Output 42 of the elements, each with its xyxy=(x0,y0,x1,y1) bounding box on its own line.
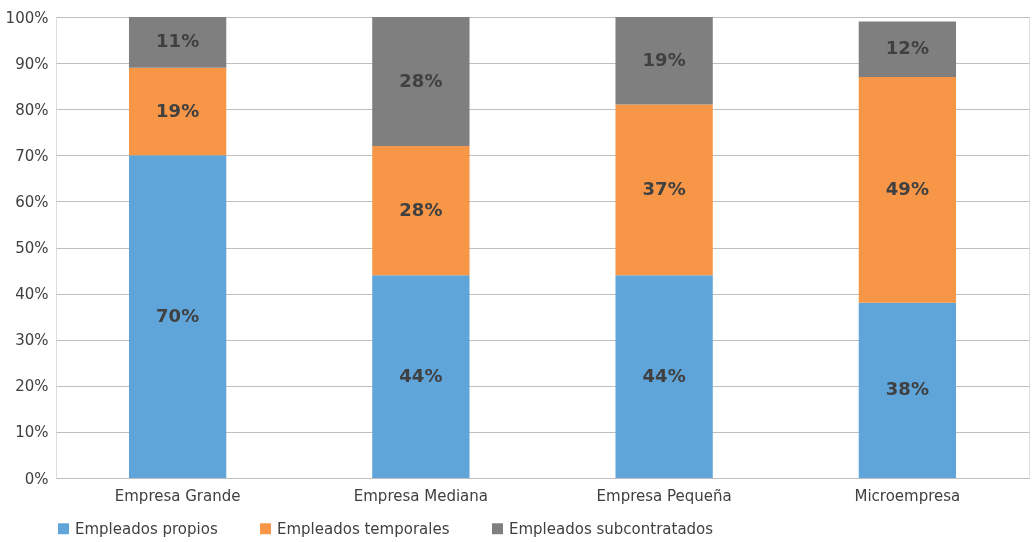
y-tick-label: 10% xyxy=(15,423,49,442)
bar xyxy=(615,17,713,105)
bar xyxy=(615,275,713,478)
data-label: 38% xyxy=(885,378,929,400)
y-tick-label: 30% xyxy=(15,331,49,350)
y-tick-label: 20% xyxy=(15,377,49,396)
x-tick-label: Empresa Grande xyxy=(114,486,241,505)
bar xyxy=(372,17,470,147)
bar xyxy=(372,146,470,276)
data-label: 28% xyxy=(399,198,443,220)
y-tick-label: 100% xyxy=(5,8,49,27)
x-tick-label: Empresa Mediana xyxy=(353,486,488,505)
data-label: 37% xyxy=(642,177,686,199)
bar xyxy=(128,155,227,478)
y-tick-label: 40% xyxy=(15,285,49,304)
data-label: 49% xyxy=(885,177,929,199)
bar xyxy=(372,275,470,478)
y-tick-label: 60% xyxy=(15,192,49,211)
x-tick-label: Empresa Pequeña xyxy=(596,486,732,505)
bar xyxy=(615,104,713,276)
data-label: 11% xyxy=(156,30,200,52)
data-label: 28% xyxy=(399,69,443,91)
bar xyxy=(858,76,957,303)
y-tick-label: 50% xyxy=(15,239,49,257)
bar xyxy=(128,67,227,156)
data-label: 12% xyxy=(885,37,929,59)
bar xyxy=(128,17,227,68)
x-tick-label: Microempresa xyxy=(854,486,961,505)
data-label: 19% xyxy=(156,99,200,121)
y-tick-label: 70% xyxy=(15,146,49,165)
legend-label: Empleados temporales xyxy=(277,519,450,538)
data-label: 44% xyxy=(399,364,443,386)
data-label: 19% xyxy=(642,48,686,70)
y-tick-label: 0% xyxy=(24,469,49,488)
bar xyxy=(858,21,957,77)
legend-label: Empleados propios xyxy=(75,519,218,538)
y-tick-label: 80% xyxy=(15,100,49,119)
legend-label: Empleados subcontratados xyxy=(509,519,714,538)
data-label: 70% xyxy=(156,304,200,326)
data-label: 44% xyxy=(642,364,686,386)
bar xyxy=(858,302,957,478)
y-tick-label: 90% xyxy=(15,54,49,73)
